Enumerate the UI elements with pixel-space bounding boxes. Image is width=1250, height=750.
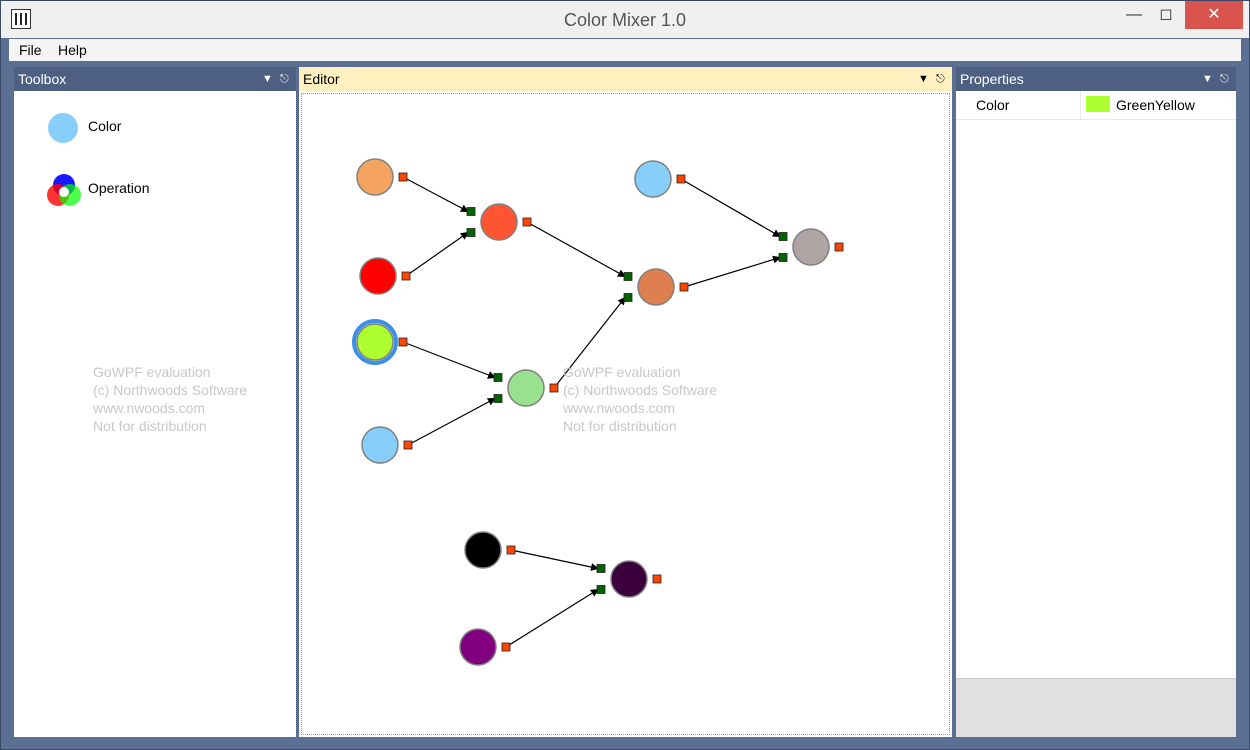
link-c2-o1[interactable] bbox=[405, 231, 469, 277]
properties-title: Properties bbox=[960, 71, 1024, 87]
properties-description-area bbox=[956, 678, 1236, 737]
toolbox-panel: Toolbox ▼ ⎋ Color Operation bbox=[14, 67, 296, 737]
color-node-c6[interactable] bbox=[464, 531, 516, 569]
toolbox-body: Color Operation GoWPF evaluation (c) Nort… bbox=[14, 91, 296, 737]
editor-header: Editor ▼ ⎋ bbox=[299, 67, 952, 91]
toolbox-header: Toolbox ▼ ⎋ bbox=[14, 67, 296, 91]
properties-dropdown-icon[interactable]: ▼ bbox=[1202, 73, 1213, 85]
editor-title: Editor bbox=[303, 71, 340, 87]
color-node-c3[interactable] bbox=[352, 319, 408, 365]
toolbox-title: Toolbox bbox=[18, 71, 67, 87]
title-bar[interactable]: Color Mixer 1.0 — ◻ ✕ bbox=[1, 1, 1249, 38]
input-port[interactable] bbox=[623, 272, 633, 281]
toolbox-pin-icon[interactable]: ⎋ bbox=[280, 73, 289, 85]
editor-pin-icon[interactable]: ⎋ bbox=[936, 73, 945, 85]
properties-pin-icon[interactable]: ⎋ bbox=[1220, 73, 1229, 85]
link-c1-o1[interactable] bbox=[402, 176, 469, 213]
color-node-c4[interactable] bbox=[361, 426, 413, 464]
color-node-c5[interactable] bbox=[634, 160, 686, 198]
color-circle-icon bbox=[48, 113, 78, 143]
input-port[interactable] bbox=[778, 253, 788, 262]
toolbox-item-operation-label: Operation bbox=[88, 180, 150, 196]
input-port[interactable] bbox=[466, 207, 476, 216]
input-port[interactable] bbox=[466, 228, 476, 237]
close-button[interactable]: ✕ bbox=[1185, 1, 1243, 29]
operation-node-o2[interactable] bbox=[493, 369, 559, 407]
output-port[interactable] bbox=[522, 217, 532, 227]
color-node-c7[interactable] bbox=[459, 628, 511, 666]
link-c7-o5[interactable] bbox=[505, 588, 599, 648]
output-port[interactable] bbox=[398, 337, 408, 347]
link-c3-o2[interactable] bbox=[402, 341, 496, 379]
output-port[interactable] bbox=[398, 172, 408, 182]
operation-node-o5[interactable] bbox=[596, 560, 662, 598]
operation-node-o1[interactable] bbox=[466, 203, 532, 241]
property-name: Color bbox=[976, 97, 1010, 113]
input-port[interactable] bbox=[778, 232, 788, 241]
operation-node-o3[interactable] bbox=[623, 268, 689, 306]
link-c5-o4[interactable] bbox=[680, 178, 781, 238]
property-value[interactable]: GreenYellow bbox=[1116, 97, 1195, 113]
link-c6-o5[interactable] bbox=[510, 549, 599, 571]
link-o2-o3[interactable] bbox=[553, 296, 626, 389]
rgb-venn-icon bbox=[47, 174, 81, 206]
menu-bar: File Help bbox=[9, 39, 1241, 61]
toolbox-item-color[interactable]: Color bbox=[46, 111, 121, 148]
diagram-canvas[interactable] bbox=[299, 91, 952, 737]
editor-canvas[interactable]: GoWPF evaluation (c) Northwoods Software w… bbox=[299, 91, 952, 737]
window-title: Color Mixer 1.0 bbox=[563, 10, 687, 30]
editor-panel: Editor ▼ ⎋ GoWPF evaluation (c) Northwood… bbox=[299, 67, 952, 737]
properties-header: Properties ▼ ⎋ bbox=[956, 67, 1236, 91]
output-port[interactable] bbox=[401, 271, 411, 281]
output-port[interactable] bbox=[403, 440, 413, 450]
editor-dropdown-icon[interactable]: ▼ bbox=[918, 73, 929, 85]
properties-panel: Properties ▼ ⎋ Color GreenYellow bbox=[956, 67, 1236, 737]
menu-file[interactable]: File bbox=[19, 42, 42, 58]
toolbox-dropdown-icon[interactable]: ▼ bbox=[262, 73, 273, 85]
output-port[interactable] bbox=[679, 282, 689, 292]
output-port[interactable] bbox=[506, 545, 516, 555]
link-o1-o3[interactable] bbox=[526, 221, 626, 278]
output-port[interactable] bbox=[834, 242, 844, 252]
toolbox-item-color-label: Color bbox=[88, 118, 122, 134]
input-port[interactable] bbox=[493, 373, 503, 382]
output-port[interactable] bbox=[501, 642, 511, 652]
color-node-c1[interactable] bbox=[356, 158, 408, 196]
input-port[interactable] bbox=[596, 564, 606, 573]
toolbox-watermark: GoWPF evaluation (c) Northwoods Software w… bbox=[93, 364, 248, 434]
maximize-button[interactable]: ◻ bbox=[1159, 6, 1173, 23]
minimize-button[interactable]: — bbox=[1126, 6, 1142, 23]
link-c4-o2[interactable] bbox=[407, 397, 496, 446]
operation-node-o4[interactable] bbox=[778, 228, 844, 266]
input-port[interactable] bbox=[596, 585, 606, 594]
output-port[interactable] bbox=[652, 574, 662, 584]
output-port[interactable] bbox=[549, 383, 559, 393]
app-icon[interactable] bbox=[11, 9, 31, 29]
toolbox-item-operation[interactable]: Operation bbox=[46, 173, 149, 212]
editor-watermark: GoWPF evaluation (c) Northwoods Software w… bbox=[563, 364, 718, 434]
color-swatch bbox=[1086, 96, 1110, 112]
menu-help[interactable]: Help bbox=[58, 42, 87, 58]
color-node-c2[interactable] bbox=[359, 257, 411, 295]
output-port[interactable] bbox=[676, 174, 686, 184]
input-port[interactable] bbox=[623, 293, 633, 302]
input-port[interactable] bbox=[493, 394, 503, 403]
property-row-color[interactable]: Color GreenYellow bbox=[956, 91, 1236, 120]
properties-grid: Color GreenYellow bbox=[956, 91, 1236, 679]
link-o3-o4[interactable] bbox=[683, 255, 781, 288]
